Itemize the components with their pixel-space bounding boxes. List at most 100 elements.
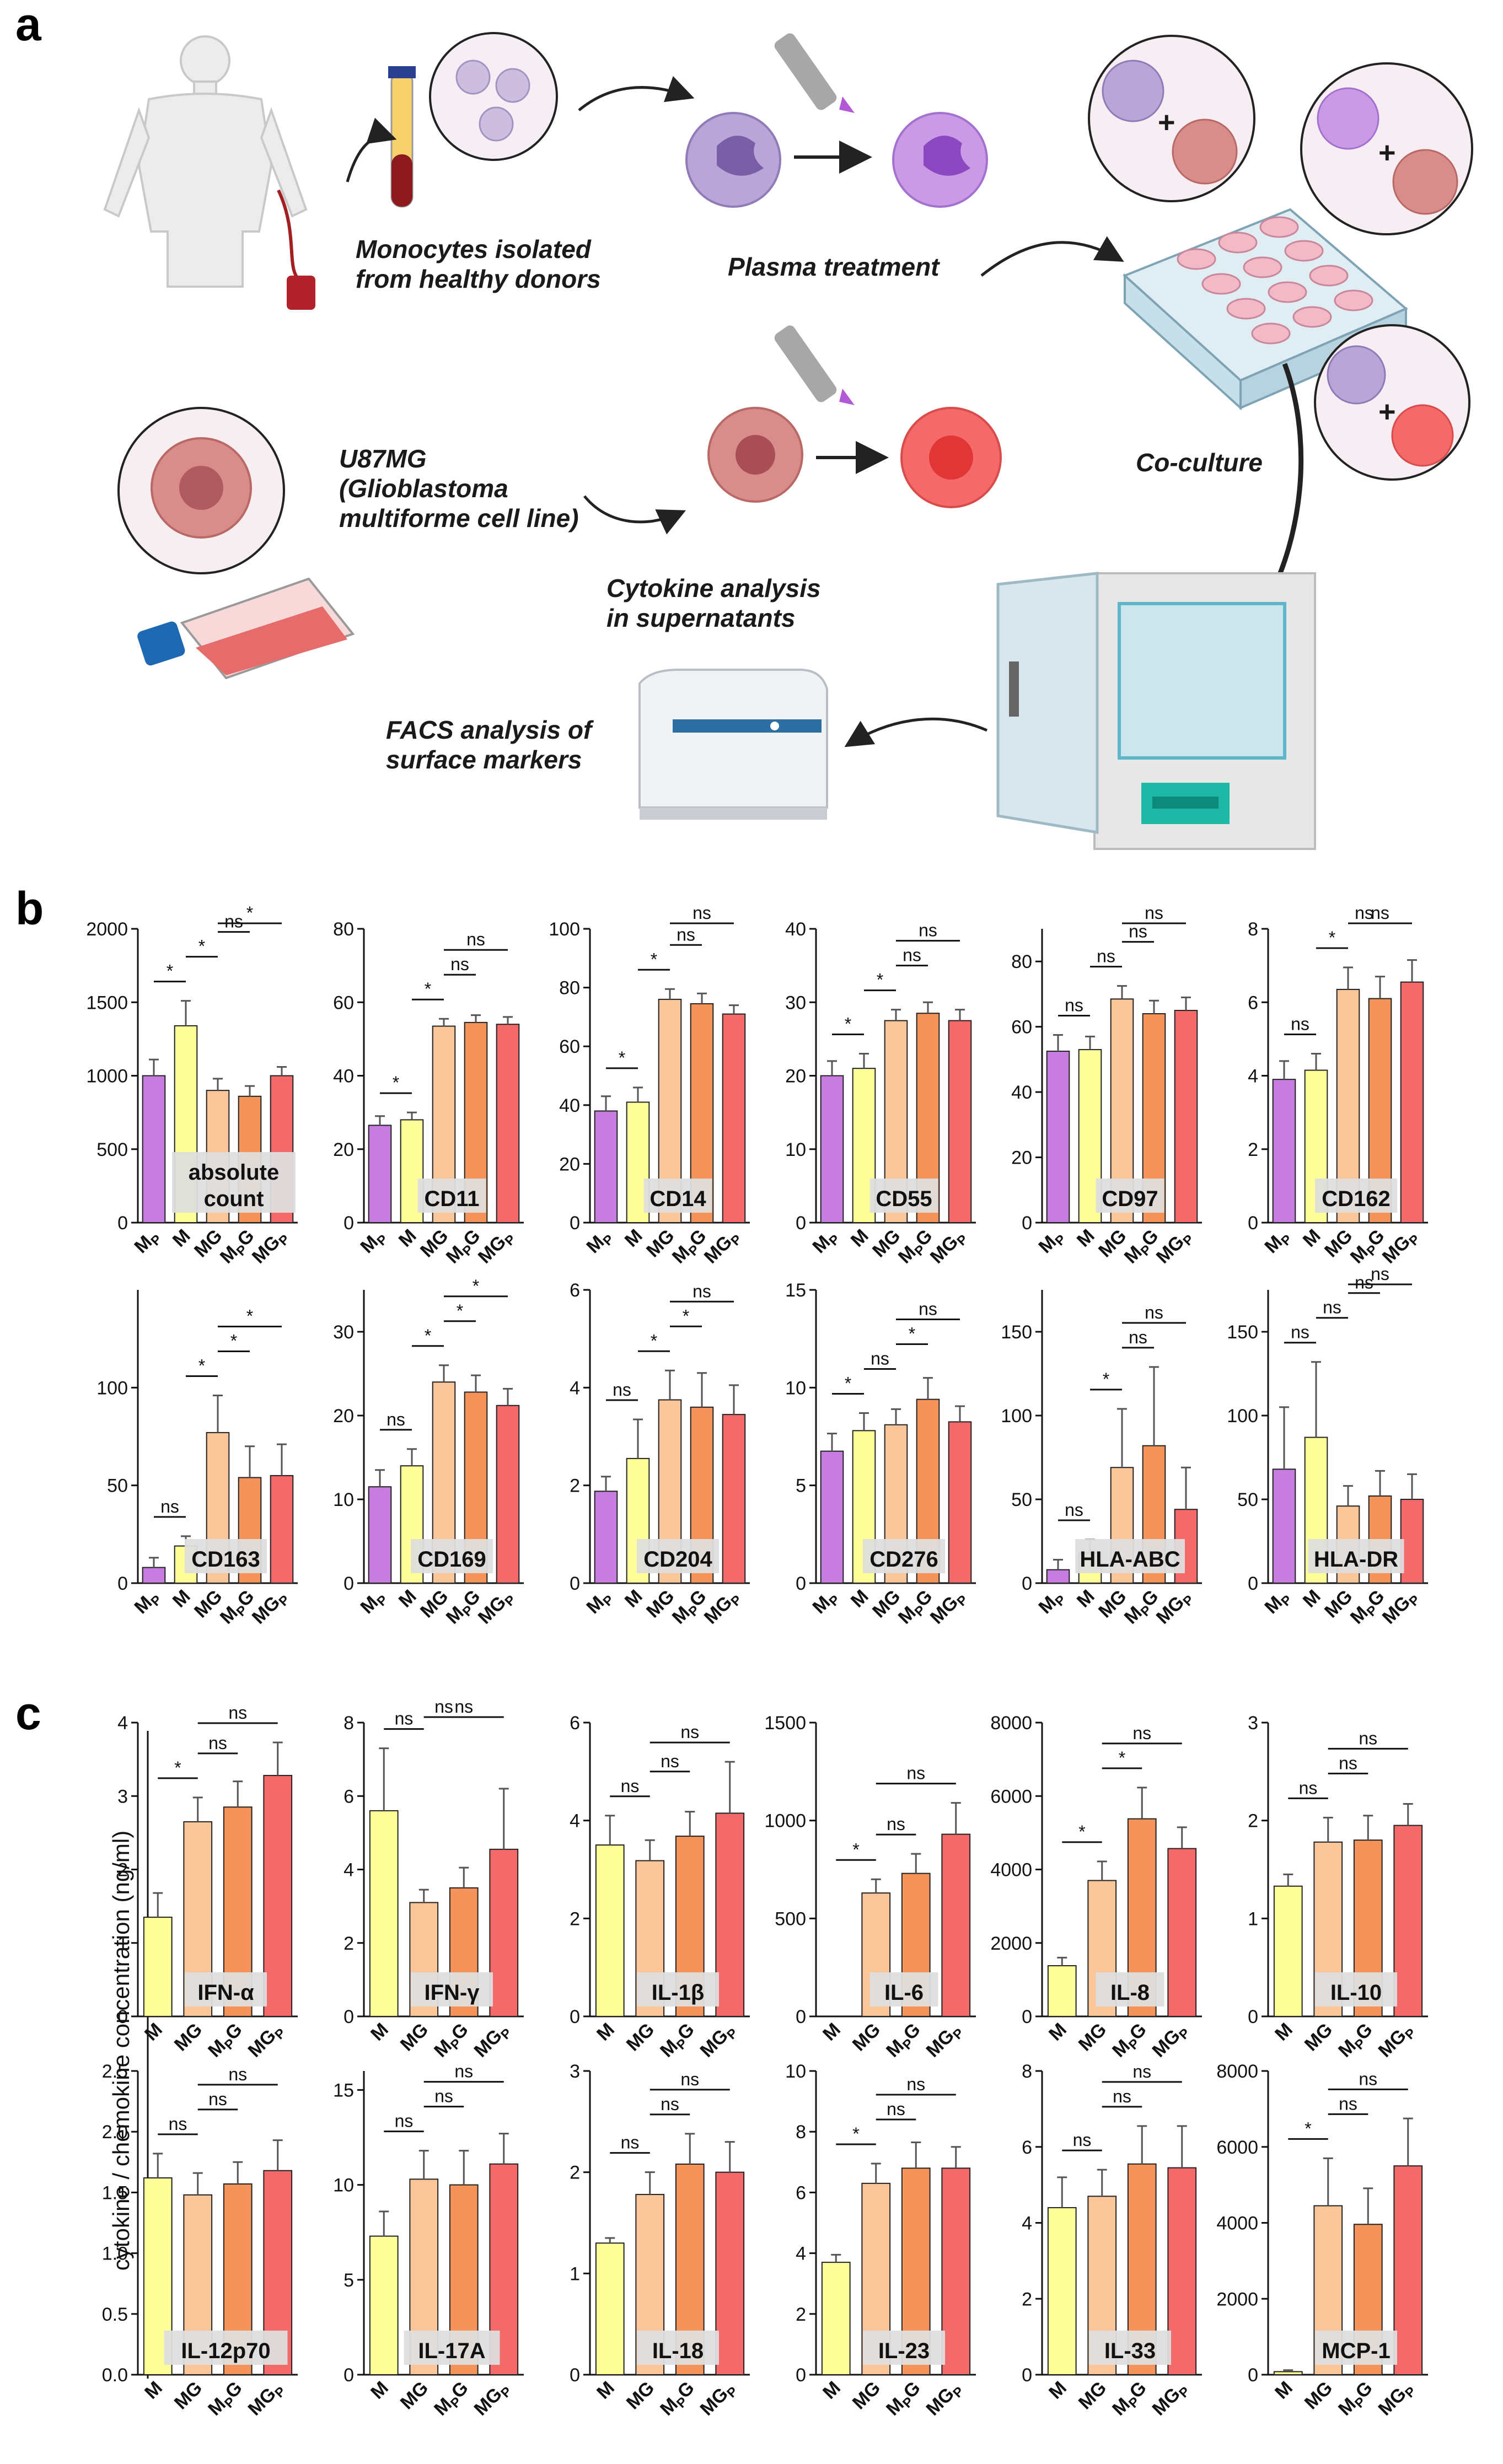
cd11-x-tick-label: MP — [356, 1225, 390, 1260]
il-18-bar-m — [595, 2242, 625, 2376]
cd162-y-tick-label: 8 — [1248, 919, 1258, 940]
cd163-y-tick-label: 0 — [117, 1573, 128, 1594]
cd276-y-tick-label: 15 — [785, 1280, 806, 1301]
cd11-sig-label: * — [425, 979, 431, 999]
hla-dr-y-tick-label: 100 — [1227, 1406, 1258, 1427]
hla-abc-y-tick-label: 150 — [1001, 1322, 1032, 1343]
il-18-x-tick-label: MPG — [656, 2377, 701, 2422]
facs-machine-icon — [638, 669, 828, 820]
absolute-count-x-tick-label: MGP — [248, 1225, 293, 1270]
cd169-sig-label: ns — [387, 1409, 405, 1429]
il-18-y-tick-label: 1 — [570, 2263, 580, 2284]
cd14-chart-label: CD14 — [649, 1187, 706, 1211]
il-1-bar-m — [595, 1844, 625, 2017]
cd14-y-tick-label: 0 — [570, 1213, 580, 1234]
il-17a-y-tick-label: 0 — [343, 2365, 354, 2386]
cd14-bar-mp — [594, 1110, 618, 1223]
mcp-1-label-box — [1315, 2331, 1397, 2365]
il-6-y-tick-label: 1500 — [764, 1713, 806, 1734]
cd97-y-tick-label: 80 — [1011, 951, 1032, 972]
absolute-count-chart-label: absolute — [189, 1160, 279, 1185]
il-10-bar-mgp — [1393, 1825, 1423, 2018]
il-23-y-tick-label: 10 — [785, 2061, 806, 2082]
il-17a-bar-m — [369, 2235, 399, 2375]
cd276-x-tick-label: MGP — [926, 1586, 971, 1631]
hla-abc-label-box — [1075, 1539, 1185, 1573]
il-23-y-tick-label: 4 — [796, 2244, 806, 2264]
cd97-x-tick-label: MP — [1034, 1225, 1069, 1260]
cd276-sig-label: * — [909, 1324, 915, 1343]
cd55-sig-label: ns — [919, 921, 937, 940]
il-8-y-tick-label: 6000 — [990, 1786, 1032, 1807]
il-1-x-tick-label: MPG — [656, 2019, 701, 2064]
cd169-sig-label: * — [425, 1326, 431, 1346]
il-23-sig-label: ns — [906, 2074, 925, 2094]
cd14-label-box — [643, 1179, 712, 1213]
il-17a-sig-label: ns — [395, 2111, 414, 2131]
panel-label-b: b — [15, 883, 44, 934]
il-17a-sig-label: ns — [434, 2086, 453, 2106]
cd14-sig-label: * — [651, 949, 657, 969]
il-23-bar-mgp — [941, 2167, 971, 2376]
coculture-caption: Co-culture — [1136, 448, 1263, 477]
monocytes-caption-line2: from healthy donors — [356, 265, 601, 293]
ifn-chart-label: IFN-γ — [425, 1981, 480, 2005]
il-17a-label-box — [404, 2331, 500, 2365]
ifn-x-tick-label: MG — [170, 2019, 207, 2056]
ifn-sig-label: * — [174, 1758, 181, 1778]
blood-tube-line — [277, 189, 299, 279]
il-12p70-sig-label: ns — [228, 2064, 247, 2084]
cytokine-y-axis-label: cytokine / chemokine concentration (ng/m… — [108, 1831, 134, 2271]
il-12p70-sig-label: ns — [169, 2114, 187, 2134]
absolute-count-y-tick-label: 1000 — [86, 1066, 128, 1087]
il-18-y-tick-label: 0 — [570, 2365, 580, 2386]
mcp-1-y-tick-label: 2000 — [1216, 2289, 1258, 2310]
il-23-sig-label: * — [852, 2124, 859, 2144]
cd55-label-box — [869, 1179, 938, 1213]
il-33-chart-label: IL-33 — [1104, 2339, 1156, 2363]
hla-abc-x-tick-label: MGP — [1152, 1586, 1197, 1631]
hla-dr-y-tick-label: 0 — [1248, 1573, 1258, 1594]
hla-abc-sig-label: ns — [1145, 1303, 1163, 1322]
il-8-y-tick-label: 0 — [1022, 2006, 1032, 2027]
ifn-y-tick-label: 1 — [117, 1933, 128, 1954]
cd276-bar-mgp — [948, 1421, 972, 1584]
il-6-y-tick-label: 1000 — [764, 1811, 806, 1832]
ifn-x-tick-label: MGP — [470, 2019, 514, 2064]
il-23-label-box — [863, 2331, 945, 2365]
il-10-chart-label: IL-10 — [1330, 1981, 1382, 2005]
il-6-sig-label: ns — [887, 1814, 905, 1834]
il-8-sig-label: * — [1078, 1822, 1085, 1842]
cd162-chart-label: CD162 — [1322, 1187, 1391, 1211]
il-1-sig-label: ns — [621, 1776, 640, 1796]
hla-abc-y-tick-label: 0 — [1022, 1573, 1032, 1594]
cd11-sig-label: ns — [450, 954, 469, 974]
il-23-sig-label: ns — [887, 2099, 905, 2119]
cd204-y-tick-label: 6 — [570, 1280, 580, 1301]
plasma-treated-u87-icon — [900, 407, 1002, 508]
cd163-x-tick-label: MP — [130, 1586, 164, 1620]
il-33-x-tick-label: MGP — [1148, 2377, 1193, 2422]
mcp-1-sig-label: * — [1305, 2118, 1311, 2138]
cd97-y-tick-label: 20 — [1011, 1148, 1032, 1169]
il-10-sig-label: ns — [1359, 1728, 1377, 1748]
il-18-bar-mgp — [715, 2171, 745, 2376]
il-1-x-tick-label: MGP — [696, 2019, 740, 2064]
il-12p70-y-tick-label: 0.0 — [102, 2365, 128, 2386]
il-1-sig-label: ns — [661, 1751, 679, 1771]
il-23-y-tick-label: 6 — [796, 2182, 806, 2203]
ifn-sig-label: ns — [208, 1733, 227, 1753]
cd55-bar-mgp — [948, 1020, 972, 1223]
ifn-x-tick-label: M — [367, 2019, 393, 2045]
il-33-x-tick-label: M — [1045, 2377, 1071, 2403]
mcp-1-y-tick-label: 8000 — [1216, 2061, 1258, 2082]
absolute-count-y-tick-label: 1500 — [86, 992, 128, 1013]
ifn-y-tick-label: 2 — [117, 1860, 128, 1881]
hla-dr-y-tick-label: 50 — [1237, 1489, 1258, 1510]
hla-dr-bar-mp — [1272, 1468, 1296, 1584]
panel-label-a: a — [15, 0, 41, 50]
cd97-y-tick-label: 0 — [1022, 1213, 1032, 1234]
cd55-y-tick-label: 30 — [785, 992, 806, 1013]
cell-culture-flask-icon — [137, 577, 355, 680]
